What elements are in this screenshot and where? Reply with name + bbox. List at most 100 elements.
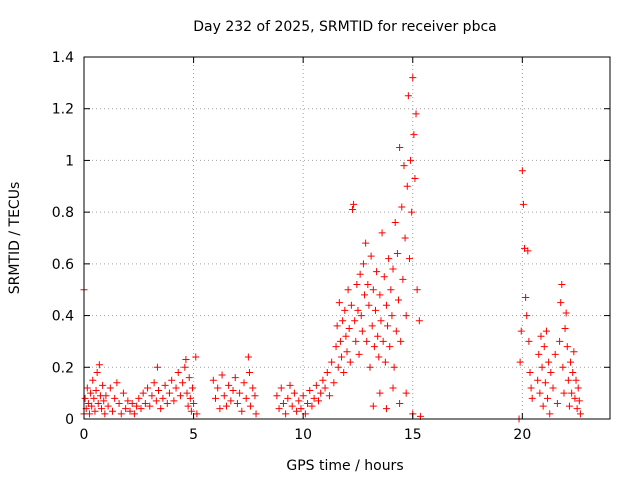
x-tick-labels: 0 5 10 15 20 xyxy=(80,427,532,443)
data-point xyxy=(347,301,355,309)
data-point xyxy=(340,368,348,376)
data-point xyxy=(346,358,354,366)
data-point xyxy=(558,281,566,289)
data-point xyxy=(364,281,372,289)
data-point xyxy=(518,167,526,175)
data-point xyxy=(544,394,552,402)
data-point xyxy=(185,374,193,382)
data-point xyxy=(536,389,544,397)
data-point xyxy=(336,337,344,345)
data-point xyxy=(111,394,119,402)
data-point xyxy=(108,407,116,415)
data-point xyxy=(333,322,341,330)
data-point xyxy=(328,358,336,366)
data-point xyxy=(551,350,559,358)
data-point xyxy=(93,368,101,376)
data-point xyxy=(133,402,141,410)
data-point xyxy=(306,387,314,395)
data-point xyxy=(170,397,178,405)
x-tick-label: 5 xyxy=(189,427,198,443)
data-point xyxy=(415,317,423,325)
data-point xyxy=(165,389,173,397)
data-point xyxy=(317,389,325,397)
data-point xyxy=(282,410,290,418)
data-point xyxy=(369,402,377,410)
data-point xyxy=(332,343,340,351)
y-tick-label: 1.4 xyxy=(52,50,74,66)
data-points xyxy=(80,74,584,423)
data-point xyxy=(547,368,555,376)
data-point xyxy=(390,363,398,371)
data-point xyxy=(370,343,378,351)
data-point xyxy=(179,379,187,387)
data-point xyxy=(407,156,415,164)
y-tick-label: 1 xyxy=(65,153,74,169)
data-point xyxy=(567,358,575,366)
data-point xyxy=(101,410,109,418)
y-tick-label: 0 xyxy=(65,412,74,428)
x-tick-label: 0 xyxy=(80,427,89,443)
data-point xyxy=(356,270,364,278)
data-point xyxy=(188,384,196,392)
data-point xyxy=(350,200,358,208)
data-point xyxy=(244,353,252,361)
data-point xyxy=(545,358,553,366)
data-point xyxy=(187,407,195,415)
data-point xyxy=(182,356,190,364)
data-point xyxy=(299,392,307,400)
data-point xyxy=(236,389,244,397)
data-point xyxy=(113,379,121,387)
data-point xyxy=(155,387,163,395)
data-point xyxy=(279,399,287,407)
data-point xyxy=(565,402,573,410)
data-point xyxy=(153,363,161,371)
data-point xyxy=(338,353,346,361)
data-point xyxy=(312,381,320,389)
data-point xyxy=(568,389,576,397)
x-tick-label: 15 xyxy=(404,427,422,443)
data-point xyxy=(124,397,132,405)
data-point xyxy=(396,144,404,151)
data-point xyxy=(345,325,353,332)
data-point xyxy=(348,206,356,214)
data-point xyxy=(382,301,390,309)
data-point xyxy=(410,131,418,139)
data-point xyxy=(273,392,281,400)
data-point xyxy=(362,239,370,247)
data-point xyxy=(351,317,359,325)
data-point xyxy=(381,358,389,366)
data-point xyxy=(83,384,91,392)
data-point xyxy=(369,286,377,294)
data-point xyxy=(354,306,362,314)
data-point xyxy=(249,384,257,392)
data-point xyxy=(130,410,138,418)
data-point xyxy=(392,327,400,335)
y-tick-label: 0.2 xyxy=(52,360,74,376)
data-point xyxy=(363,337,371,345)
data-point xyxy=(247,402,255,410)
data-point xyxy=(576,410,584,418)
y-axis-label: SRMTID / TECUs xyxy=(7,182,23,295)
data-point xyxy=(516,358,524,366)
data-point xyxy=(184,402,192,410)
data-point xyxy=(388,312,396,320)
data-point xyxy=(386,343,394,351)
data-point xyxy=(91,407,99,415)
data-point xyxy=(525,337,533,345)
data-point xyxy=(575,397,583,405)
data-point xyxy=(519,200,527,208)
data-point xyxy=(398,203,406,211)
data-point xyxy=(534,376,542,384)
data-point xyxy=(553,399,561,407)
data-point xyxy=(376,389,384,397)
data-point xyxy=(240,379,248,387)
data-point xyxy=(99,381,107,389)
data-point xyxy=(106,384,114,392)
data-point xyxy=(408,208,416,216)
data-point xyxy=(367,252,375,260)
plot-frame xyxy=(83,56,611,420)
data-point xyxy=(308,402,316,410)
data-point xyxy=(225,381,233,389)
data-point xyxy=(315,397,323,405)
data-point xyxy=(251,392,259,400)
